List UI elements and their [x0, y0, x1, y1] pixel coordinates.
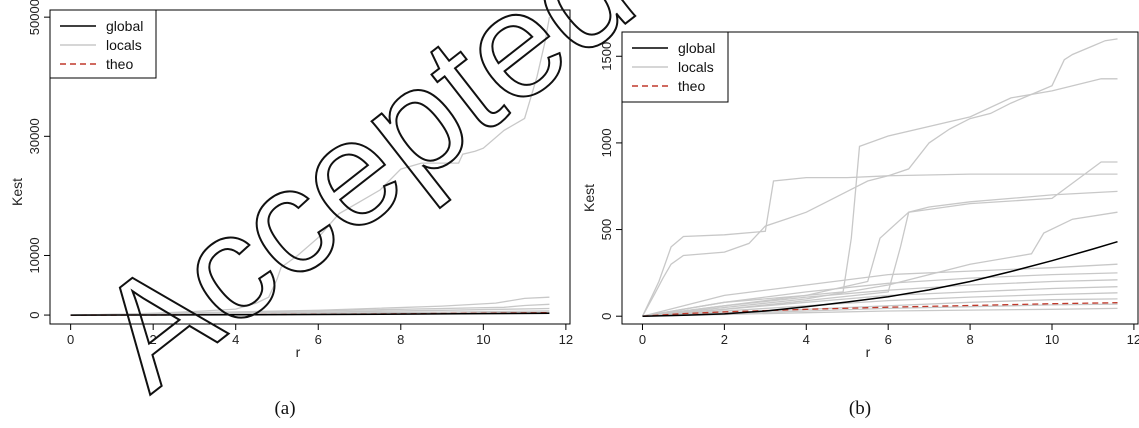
- chart-panel-b: 0 2 4 6 8 10 12 r 0 500 1000 1500 Kest global locals th…: [581, 31, 1139, 360]
- x-tick-label: 10: [476, 332, 490, 347]
- plot-frame: [49, 9, 571, 325]
- x-tick-label: 0: [67, 332, 74, 347]
- x-tick-label: 6: [885, 332, 892, 347]
- y-tick-label: 1500: [599, 42, 614, 71]
- legend-box: [49, 9, 157, 79]
- series-line-locals: [642, 263, 1118, 317]
- series-line-locals: [642, 279, 1118, 317]
- legend-label-global: global: [678, 40, 715, 56]
- plot-frame: [621, 31, 1139, 325]
- chart-panel-a: 0 2 4 6 8 10 12 r 0 10000 30000 50000 Kest global loca…: [9, 0, 573, 360]
- y-tick-label: 0: [599, 313, 614, 320]
- x-tick-label: 8: [397, 332, 404, 347]
- series-line-locals: [642, 298, 1118, 317]
- x-tick-label: 2: [721, 332, 728, 347]
- y-axis-label: Kest: [9, 178, 25, 206]
- y-tick-label: 1000: [599, 128, 614, 157]
- x-tick-label: 10: [1045, 332, 1059, 347]
- x-axis-label: r: [296, 344, 301, 360]
- legend-label-locals: locals: [106, 37, 142, 53]
- series-line-locals: [642, 292, 1118, 317]
- series-line-locals: [641, 173, 1118, 317]
- series-line-locals: [70, 16, 551, 316]
- legend-label-theo: theo: [678, 78, 705, 94]
- legend-label-locals: locals: [678, 59, 714, 75]
- series-line-locals: [642, 78, 1118, 317]
- x-tick-label: 6: [315, 332, 322, 347]
- x-tick-label: 4: [232, 332, 239, 347]
- series-line-locals: [642, 211, 1118, 317]
- x-tick-label: 12: [1127, 332, 1139, 347]
- series-line-locals: [642, 286, 1118, 317]
- y-tick-label: 0: [27, 311, 42, 318]
- y-tick-label: 500: [599, 219, 614, 241]
- series-line-locals: [642, 272, 1118, 317]
- y-tick-label: 10000: [27, 237, 42, 273]
- y-axis-label: Kest: [581, 184, 597, 212]
- panel-caption-b: (b): [849, 398, 871, 419]
- x-tick-label: 8: [966, 332, 973, 347]
- x-axis-label: r: [866, 344, 871, 360]
- x-tick-label: 4: [803, 332, 810, 347]
- y-tick-label: 30000: [27, 118, 42, 154]
- x-tick-label: 0: [639, 332, 646, 347]
- legend-label-theo: theo: [106, 56, 133, 72]
- series-line-theo: [642, 302, 1118, 317]
- panel-caption-a: (a): [274, 398, 295, 419]
- legend-label-global: global: [106, 18, 143, 34]
- series-line-global: [70, 312, 550, 316]
- series-line-global: [642, 240, 1118, 317]
- x-tick-label: 12: [559, 332, 573, 347]
- y-tick-label: 50000: [27, 0, 42, 35]
- x-tick-label: 2: [150, 332, 157, 347]
- series-line-locals: [642, 161, 1118, 317]
